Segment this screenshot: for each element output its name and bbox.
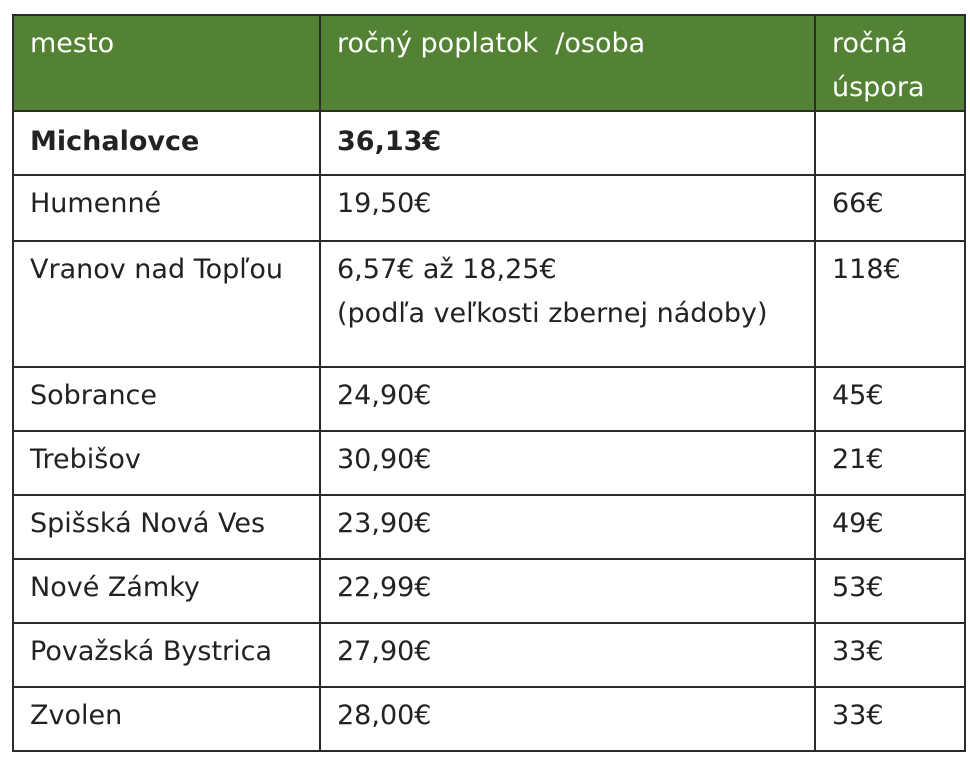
- cell-city: Vranov nad Topľou: [12, 240, 321, 368]
- header-city: mesto: [12, 14, 321, 112]
- header-annual-saving: ročná úspora: [814, 14, 966, 112]
- cell-city: Zvolen: [12, 686, 321, 752]
- cell-saving: [814, 110, 966, 176]
- fee-comparison-table: mesto ročný poplatok /osoba ročná úspora…: [12, 14, 966, 752]
- cell-saving: 45€: [814, 366, 966, 432]
- cell-fee: 28,00€: [319, 686, 816, 752]
- cell-saving: 21€: [814, 430, 966, 496]
- table-row: Zvolen 28,00€ 33€: [12, 686, 966, 752]
- table-header-row: mesto ročný poplatok /osoba ročná úspora: [12, 14, 966, 112]
- cell-saving: 33€: [814, 622, 966, 688]
- table-row: Trebišov 30,90€ 21€: [12, 430, 966, 496]
- cell-fee: 6,57€ až 18,25€ (podľa veľkosti zbernej …: [319, 240, 816, 368]
- table-row: Nové Zámky 22,99€ 53€: [12, 558, 966, 624]
- cell-saving: 66€: [814, 174, 966, 242]
- cell-city: Michalovce: [12, 110, 321, 176]
- cell-city: Považská Bystrica: [12, 622, 321, 688]
- cell-fee: 30,90€: [319, 430, 816, 496]
- table-row: Vranov nad Topľou 6,57€ až 18,25€ (podľa…: [12, 240, 966, 368]
- cell-fee: 23,90€: [319, 494, 816, 560]
- cell-fee: 19,50€: [319, 174, 816, 242]
- table-row: Michalovce 36,13€: [12, 110, 966, 176]
- cell-city: Nové Zámky: [12, 558, 321, 624]
- cell-fee-note: (podľa veľkosti zbernej nádoby): [337, 298, 768, 329]
- table-row: Spišská Nová Ves 23,90€ 49€: [12, 494, 966, 560]
- cell-city: Sobrance: [12, 366, 321, 432]
- cell-city: Humenné: [12, 174, 321, 242]
- header-annual-saving-line1: ročná: [832, 28, 908, 59]
- table-row: Považská Bystrica 27,90€ 33€: [12, 622, 966, 688]
- cell-saving: 33€: [814, 686, 966, 752]
- table-row: Humenné 19,50€ 66€: [12, 174, 966, 242]
- cell-fee-range: 6,57€ až 18,25€: [337, 254, 557, 285]
- cell-fee: 24,90€: [319, 366, 816, 432]
- table-row: Sobrance 24,90€ 45€: [12, 366, 966, 432]
- cell-saving: 49€: [814, 494, 966, 560]
- cell-saving: 53€: [814, 558, 966, 624]
- fee-comparison-table-wrapper: mesto ročný poplatok /osoba ročná úspora…: [12, 14, 966, 752]
- cell-fee: 27,90€: [319, 622, 816, 688]
- header-annual-fee: ročný poplatok /osoba: [319, 14, 816, 112]
- cell-fee: 22,99€: [319, 558, 816, 624]
- cell-city: Spišská Nová Ves: [12, 494, 321, 560]
- cell-fee: 36,13€: [319, 110, 816, 176]
- cell-saving: 118€: [814, 240, 966, 368]
- cell-city: Trebišov: [12, 430, 321, 496]
- header-annual-saving-line2: úspora: [832, 72, 925, 103]
